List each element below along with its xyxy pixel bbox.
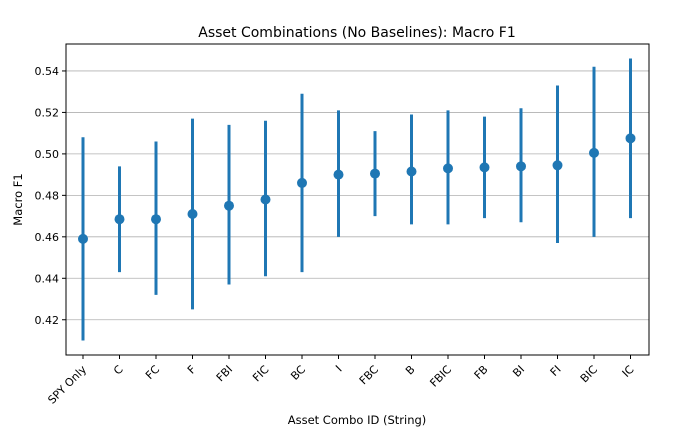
y-axis: 0.42 0.44 0.46 0.48 0.50 0.52 0.54 bbox=[35, 65, 66, 327]
y-tick-label: 0.46 bbox=[35, 231, 60, 244]
x-tick-label: FB bbox=[472, 363, 491, 382]
data-point bbox=[260, 194, 271, 205]
y-tick-label: 0.54 bbox=[35, 65, 60, 78]
x-tick-label: FC bbox=[143, 363, 162, 382]
x-tick-label: BC bbox=[288, 363, 308, 383]
x-tick-label: C bbox=[111, 363, 126, 378]
x-tick-label: IC bbox=[620, 363, 637, 380]
y-tick-label: 0.44 bbox=[35, 272, 60, 285]
x-axis-label: Asset Combo ID (String) bbox=[288, 413, 427, 427]
data-point bbox=[406, 166, 417, 177]
data-marks bbox=[78, 58, 636, 341]
x-tick-label: BIC bbox=[578, 363, 600, 385]
data-point bbox=[78, 233, 88, 244]
data-point bbox=[625, 133, 636, 144]
y-axis-label: Macro F1 bbox=[11, 173, 25, 225]
data-point bbox=[516, 161, 526, 172]
data-point bbox=[297, 177, 307, 188]
x-tick-label: BI bbox=[510, 363, 527, 380]
data-point bbox=[114, 214, 125, 225]
x-tick-label: FI bbox=[548, 363, 564, 379]
y-tick-label: 0.42 bbox=[35, 314, 60, 327]
data-point bbox=[370, 168, 380, 179]
data-point bbox=[151, 214, 161, 225]
y-tick-label: 0.48 bbox=[35, 189, 60, 202]
data-point bbox=[443, 163, 453, 174]
data-point bbox=[187, 209, 198, 220]
data-point bbox=[552, 160, 563, 171]
x-tick-label: FBC bbox=[357, 363, 382, 388]
x-tick-label: FBI bbox=[214, 363, 235, 384]
x-tick-label: I bbox=[333, 363, 344, 374]
plot-frame bbox=[65, 43, 650, 356]
data-point bbox=[479, 162, 490, 173]
x-tick-label: SPY Only bbox=[45, 363, 89, 407]
data-point bbox=[224, 200, 234, 211]
grid-lines bbox=[66, 70, 649, 321]
y-tick-label: 0.50 bbox=[35, 148, 60, 161]
chart-title: Asset Combinations (No Baselines): Macro… bbox=[198, 25, 516, 41]
data-point bbox=[333, 169, 344, 180]
x-tick-label: B bbox=[403, 363, 418, 378]
x-tick-label: F bbox=[185, 363, 199, 377]
x-axis: SPY Only C FC F FBI FIC BC I FBC B FBIC FB BI FI BIC IC bbox=[45, 355, 637, 407]
data-point bbox=[589, 147, 599, 158]
x-tick-label: FIC bbox=[250, 363, 272, 385]
y-tick-label: 0.52 bbox=[35, 106, 60, 119]
x-tick-label: FBIC bbox=[427, 363, 454, 390]
